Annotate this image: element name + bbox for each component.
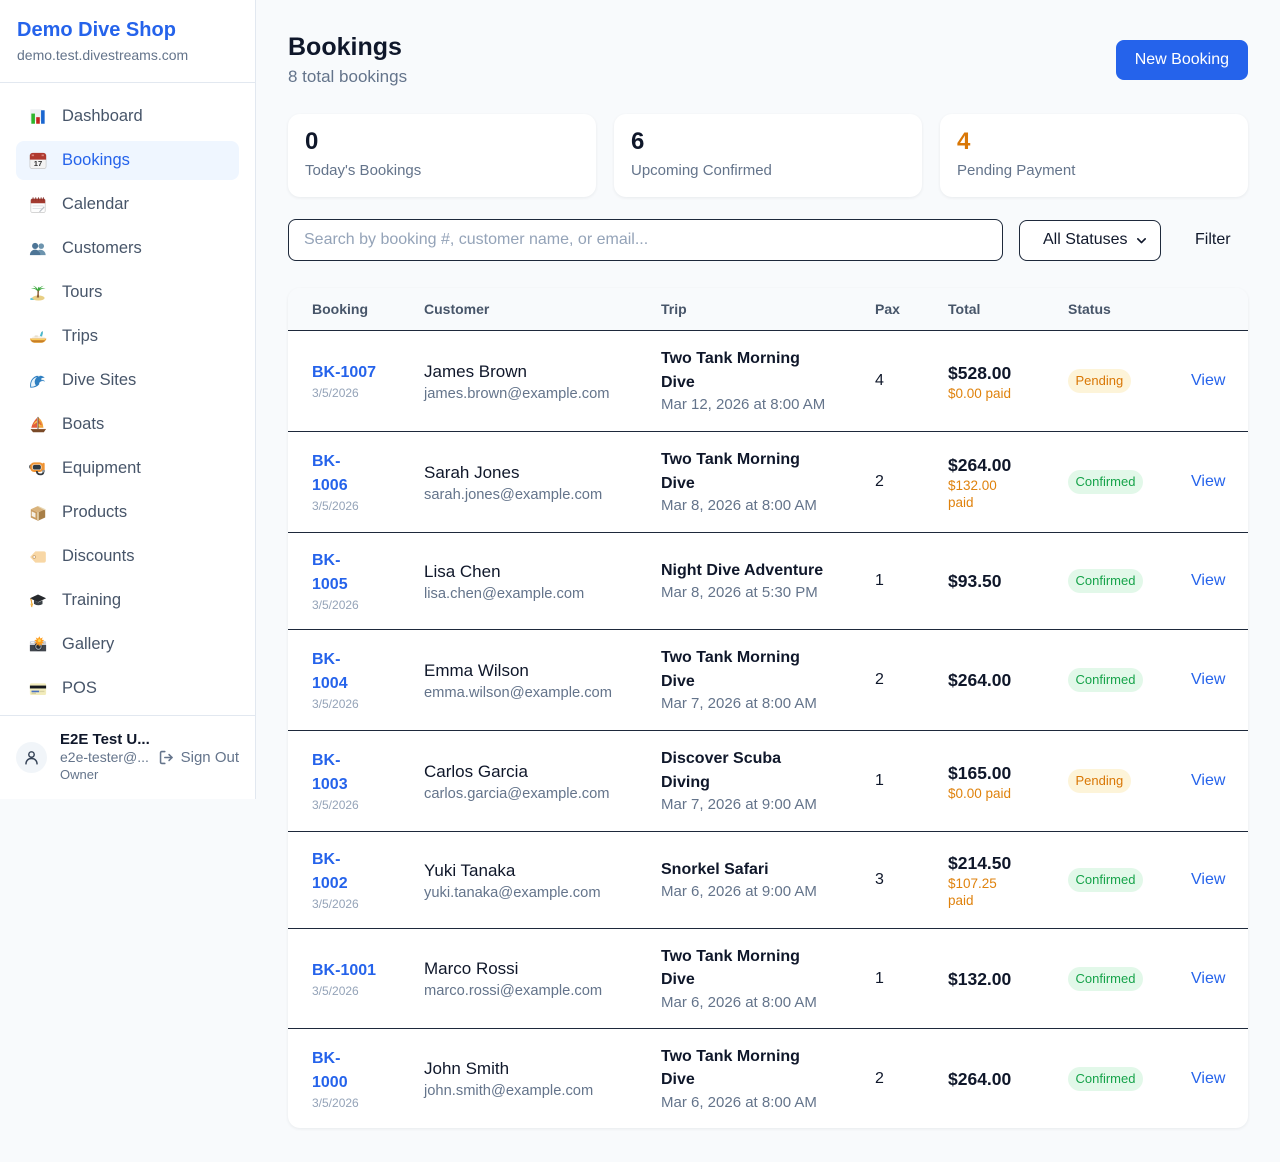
svg-text:17: 17 (34, 158, 42, 167)
